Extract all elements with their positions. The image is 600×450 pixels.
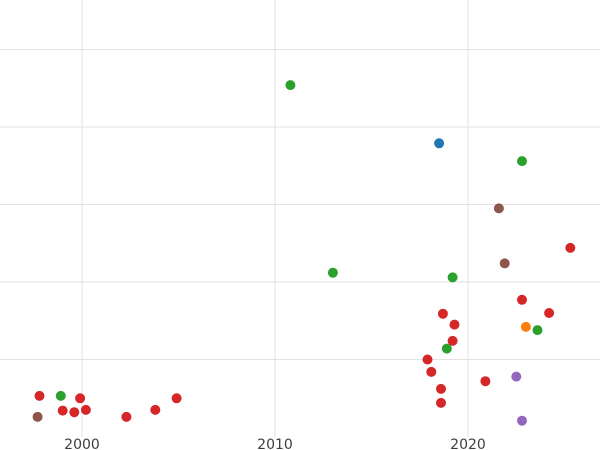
data-point-red: [57, 405, 68, 416]
data-point-red: [447, 335, 458, 346]
data-point-green: [327, 267, 338, 278]
data-point-red: [437, 308, 448, 319]
x-tick-label: 2010: [257, 437, 293, 450]
data-point-red: [565, 242, 576, 253]
data-point-purple: [511, 371, 522, 382]
data-point-brown: [493, 203, 504, 214]
data-point-red: [150, 404, 161, 415]
data-point-purple: [517, 415, 527, 426]
data-point-green: [55, 390, 66, 401]
data-point-red: [436, 397, 446, 408]
data-point-red: [517, 294, 527, 305]
data-point-red: [426, 366, 437, 377]
data-point-green: [441, 343, 452, 354]
data-point-green: [447, 272, 458, 283]
data-point-green: [285, 80, 296, 91]
data-point-brown: [32, 411, 43, 422]
x-tick-label: 2020: [450, 437, 486, 450]
data-point-red: [34, 390, 45, 401]
data-point-red: [422, 354, 433, 365]
data-point-green: [517, 156, 527, 167]
data-point-red: [80, 404, 91, 415]
x-axis-tick-labels: 2000 2010 2020: [64, 437, 486, 450]
data-point-red: [171, 393, 182, 404]
gridlines-group: [0, 0, 600, 437]
data-point-red: [121, 411, 132, 422]
data-point-red: [449, 319, 460, 330]
data-point-orange: [520, 321, 531, 332]
data-point-blue: [434, 138, 445, 149]
data-point-red: [480, 376, 491, 387]
data-point-green: [532, 325, 543, 336]
data-point-brown: [499, 258, 510, 269]
data-point-red: [544, 308, 555, 318]
data-point-red: [69, 407, 80, 418]
data-point-red: [436, 383, 446, 394]
points-group: [32, 80, 576, 426]
data-point-red: [75, 393, 86, 404]
x-tick-label: 2000: [64, 437, 100, 450]
